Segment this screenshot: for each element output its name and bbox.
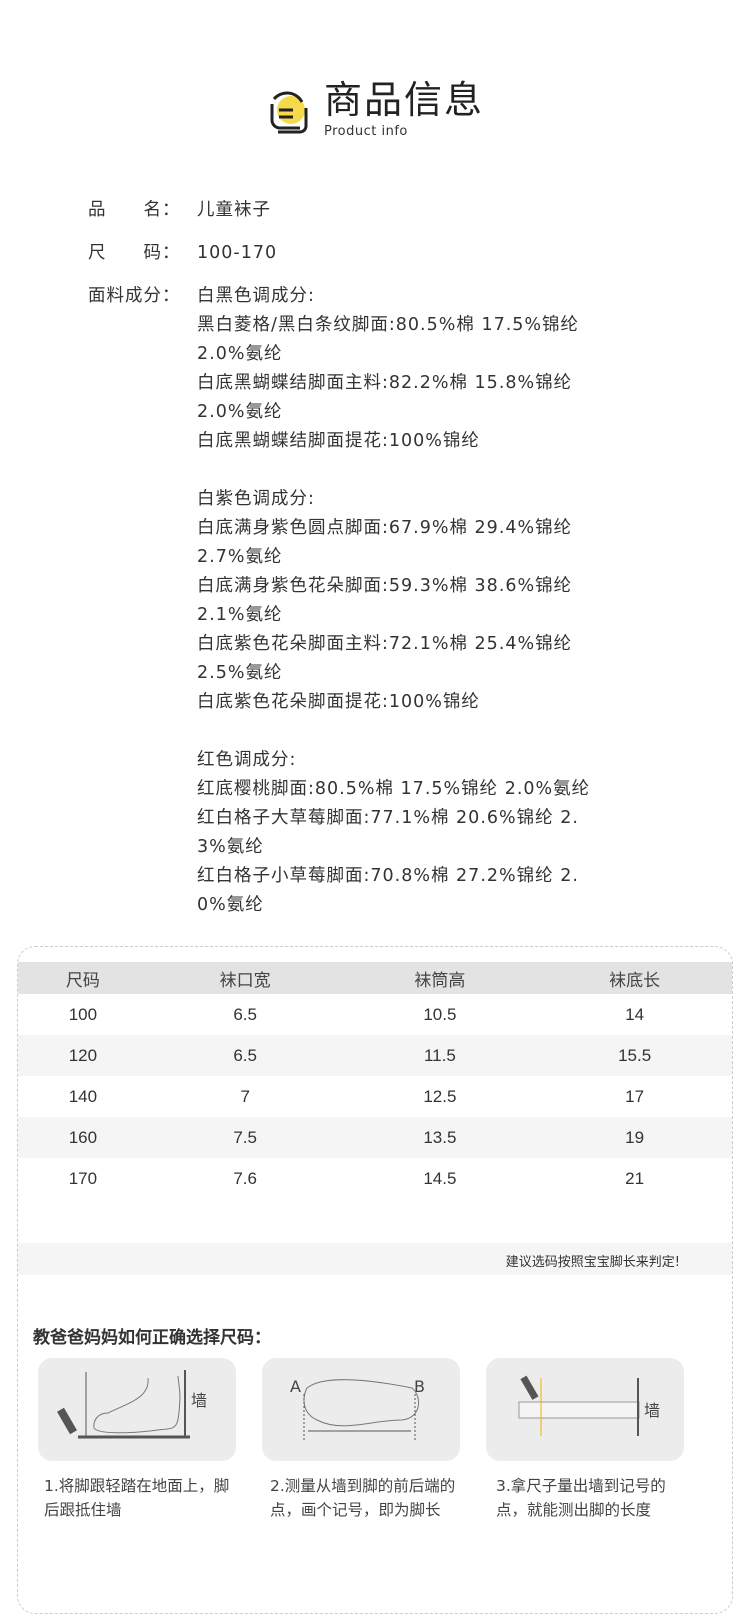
material-line: 白底满身紫色圆点脚面:67.9%棉 29.4%锦纶	[197, 518, 573, 538]
table-cell: 11.5	[342, 1035, 538, 1076]
table-cell: 160	[18, 1117, 148, 1158]
material-line: 黑白菱格/黑白条纹脚面:80.5%棉 17.5%锦纶	[197, 315, 580, 335]
material-line: 3%氨纶	[197, 837, 264, 857]
material-line: 红白格子大草莓脚面:77.1%棉 20.6%锦纶 2.	[197, 808, 579, 828]
guide-title: 教爸爸妈妈如何正确选择尺码：	[33, 1328, 271, 1348]
step-2-illustration: A B	[262, 1358, 460, 1461]
material-line: 白底紫色花朵脚面提花:100%锦纶	[197, 692, 480, 712]
material-line: 2.5%氨纶	[197, 663, 283, 683]
table-cell: 6.5	[233, 1004, 257, 1024]
table-row: 170 7.6 14.5 21	[18, 1158, 732, 1199]
material-list: 白黑色调成分: 黑白菱格/黑白条纹脚面:80.5%棉 17.5%锦纶 2.0%氨纶白…	[197, 282, 590, 920]
material-line: 2.0%氨纶	[197, 402, 283, 422]
table-cell: 10.5	[423, 1004, 457, 1024]
step-1-illustration: 墙	[38, 1358, 236, 1461]
material-line: 2.7%氨纶	[197, 547, 283, 567]
material-line: 2.0%氨纶	[197, 344, 283, 364]
wall-label: 墙	[191, 1391, 207, 1410]
table-cell: 100	[68, 1004, 98, 1024]
table-cell: 21	[625, 1168, 645, 1188]
table-cell: 14.5	[423, 1168, 457, 1188]
size-value: 100-170	[197, 243, 278, 263]
table-row: 140 7 12.5 17	[18, 1076, 732, 1117]
table-cell: 13.5	[342, 1117, 538, 1158]
name-label: 品 名：	[88, 200, 181, 220]
table-cell: 14	[625, 1004, 645, 1024]
material-line: 白黑色调成分:	[197, 286, 315, 306]
page-subtitle: Product info	[324, 124, 408, 139]
table-cell: 19	[537, 1117, 732, 1158]
material-line: 0%氨纶	[197, 895, 264, 915]
column-header: 袜筒高	[342, 962, 538, 994]
page-title: 商品信息	[324, 78, 485, 122]
column-header: 尺码	[18, 962, 148, 994]
point-b-label: B	[414, 1377, 425, 1396]
size-advice-note: 建议选码按照宝宝脚长来判定!	[18, 1243, 732, 1275]
material-line: 白底黑蝴蝶结脚面主料:82.2%棉 15.8%锦纶	[197, 373, 573, 393]
table-row: 160 7.5 13.5 19	[18, 1117, 732, 1158]
table-row: 100 6.5 10.5 14	[18, 994, 732, 1035]
material-line	[197, 717, 590, 746]
material-line: 红底樱桃脚面:80.5%棉 17.5%锦纶 2.0%氨纶	[197, 779, 591, 799]
material-line: 红白格子小草莓脚面:70.8%棉 27.2%锦纶 2.	[197, 866, 579, 886]
table-row: 120 6.5 11.5 15.5	[18, 1035, 732, 1076]
size-chart-panel	[17, 946, 733, 1614]
table-cell: 15.5	[537, 1035, 732, 1076]
material-line: 红色调成分:	[197, 750, 297, 770]
name-value: 儿童袜子	[197, 200, 271, 220]
point-a-label: A	[290, 1377, 301, 1396]
step-3-caption: 3.拿尺子量出墙到记号的点，就能测出脚的长度	[496, 1477, 666, 1519]
list-icon	[270, 91, 308, 134]
step-2-caption: 2.测量从墙到脚的前后端的点，画个记号，即为脚长	[270, 1477, 456, 1519]
table-cell: 12.5	[423, 1086, 457, 1106]
table-cell: 7.5	[147, 1117, 343, 1158]
table-cell: 7	[240, 1086, 250, 1106]
column-header: 袜口宽	[147, 962, 343, 994]
table-cell: 17	[625, 1086, 645, 1106]
material-line	[197, 456, 590, 485]
product-info: 品 名： 儿童袜子 尺 码： 100-170 面料成分： 白黑色调成分: 黑白菱格/黑…	[88, 196, 590, 920]
material-line: 白底黑蝴蝶结脚面提花:100%锦纶	[197, 431, 480, 451]
table-cell: 7.6	[233, 1168, 257, 1188]
table-cell: 6.5	[147, 1035, 343, 1076]
step-3-illustration: 墙	[486, 1358, 684, 1461]
material-line: 白底满身紫色花朵脚面:59.3%棉 38.6%锦纶	[197, 576, 573, 596]
wall-label: 墙	[644, 1401, 660, 1420]
table-cell: 120	[18, 1035, 148, 1076]
table-cell: 170	[68, 1168, 98, 1188]
step-1-caption: 1.将脚跟轻踏在地面上，脚后跟抵住墙	[44, 1477, 230, 1519]
material-line: 白底紫色花朵脚面主料:72.1%棉 25.4%锦纶	[197, 634, 573, 654]
material-line: 白紫色调成分:	[197, 489, 315, 509]
table-cell: 140	[68, 1086, 98, 1106]
size-table: 尺码 袜口宽 袜筒高 袜底长 100 6.5 10.5 14 120 6.5 11.5 15.5 14…	[18, 962, 732, 1199]
section-header: 商品信息 Product info	[262, 78, 484, 139]
material-line: 2.1%氨纶	[197, 605, 283, 625]
column-header: 袜底长	[537, 962, 732, 994]
size-label: 尺 码：	[88, 243, 181, 263]
material-label: 面料成分：	[88, 286, 181, 306]
